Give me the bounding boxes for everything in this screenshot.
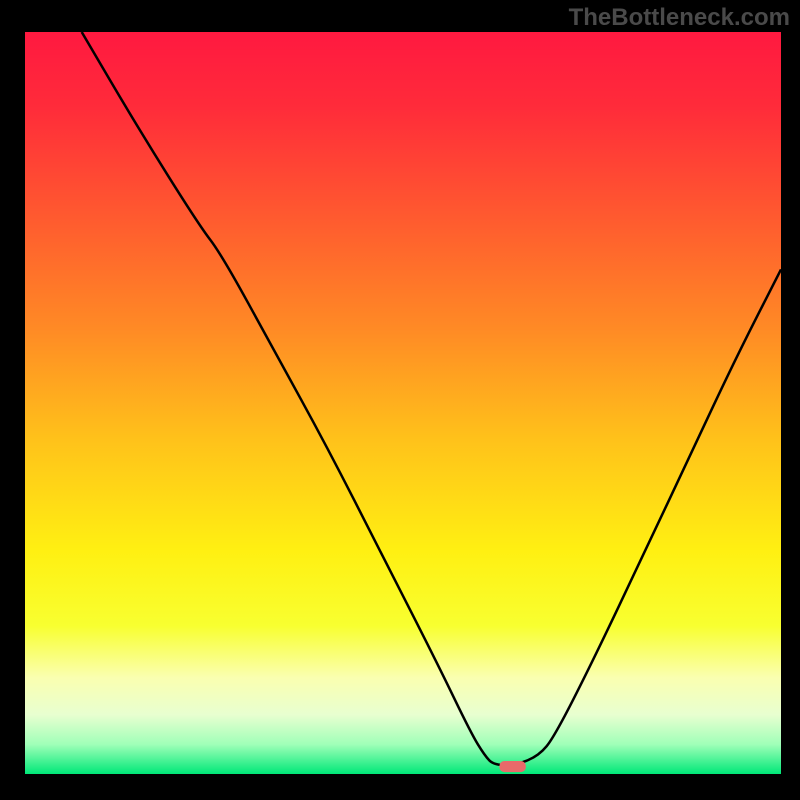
bottleneck-chart: TheBottleneck.com bbox=[0, 0, 800, 800]
plot-background bbox=[25, 32, 781, 774]
chart-svg bbox=[0, 0, 800, 800]
watermark-text: TheBottleneck.com bbox=[569, 4, 790, 32]
optimal-marker bbox=[499, 761, 525, 772]
